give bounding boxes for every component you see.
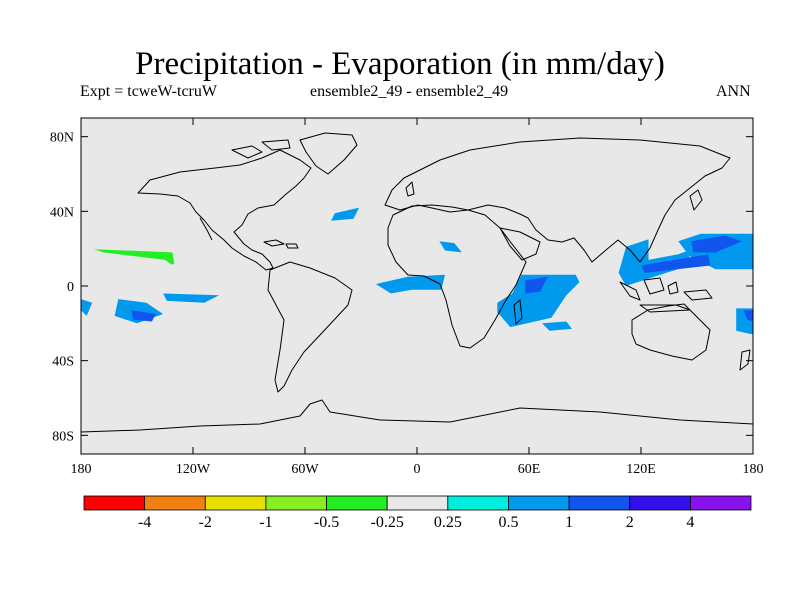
contour-region xyxy=(278,241,304,253)
contour-region xyxy=(497,274,580,328)
x-tick-label: 0 xyxy=(414,462,421,477)
y-tick-label: 40S xyxy=(52,355,74,370)
contour-region xyxy=(81,299,93,316)
contour-region xyxy=(743,310,753,322)
colorbar-label: 1 xyxy=(565,514,573,531)
colorbar-label: 0.5 xyxy=(498,514,518,531)
colorbar: -4 -2 -1 -0.5 -0.25 0.25 0.5 1 2 4 xyxy=(83,495,752,531)
contour-region xyxy=(650,235,669,262)
experiment-label: Expt = tcweW-tcruW xyxy=(80,83,217,100)
y-tick-label: 80N xyxy=(50,131,74,146)
contour-region xyxy=(342,340,358,348)
contour-region xyxy=(234,321,263,329)
chart-title: Precipitation - Evaporation (in mm/day) xyxy=(135,46,665,82)
axes: 180 120W 60W 0 60E 120E 180 80N 40N 0 40S 80S xyxy=(50,118,764,477)
colorbar-swatch xyxy=(144,495,206,511)
contour-region xyxy=(258,256,287,272)
colorbar-swatch xyxy=(689,495,752,511)
colorbar-label: 0.25 xyxy=(434,514,462,531)
contour-region xyxy=(459,284,475,300)
contour-regions xyxy=(81,207,753,348)
colorbar-label: -4 xyxy=(138,514,151,531)
contour-region xyxy=(641,254,711,273)
contour-region xyxy=(691,235,742,253)
contour-region xyxy=(183,258,266,300)
ensemble-label: ensemble2_49 - ensemble2_49 xyxy=(310,83,509,100)
colorbar-swatch xyxy=(265,495,327,511)
contour-region xyxy=(331,207,360,221)
x-tick-label: 180 xyxy=(71,462,92,477)
contour-region xyxy=(618,239,694,286)
contour-region xyxy=(670,272,716,285)
contour-region xyxy=(349,291,365,301)
colorbar-label: 2 xyxy=(626,514,634,531)
contour-region xyxy=(542,321,572,331)
colorbar-swatch xyxy=(508,495,570,511)
contour-region xyxy=(532,237,557,258)
colorbar-label: -2 xyxy=(199,514,212,531)
x-tick-label: 120E xyxy=(626,462,656,477)
contour-region xyxy=(323,218,354,230)
colorbar-swatch xyxy=(386,495,449,511)
y-tick-label: 40N xyxy=(50,205,74,220)
season-label: ANN xyxy=(716,83,751,100)
coastlines xyxy=(81,132,753,433)
contour-region xyxy=(155,235,180,249)
contour-region xyxy=(525,276,548,294)
colorbar-label: -0.25 xyxy=(371,514,404,531)
y-tick-label: 0 xyxy=(67,280,74,295)
contour-region xyxy=(439,241,462,253)
colorbar-swatch xyxy=(326,495,388,511)
contour-region xyxy=(131,310,156,322)
contour-region xyxy=(81,244,179,275)
contour-region xyxy=(163,293,220,303)
y-tick-label: 80S xyxy=(52,429,74,444)
colorbar-label: 4 xyxy=(686,514,694,531)
colorbar-swatch xyxy=(629,495,691,511)
contour-region xyxy=(263,230,285,244)
contour-region xyxy=(570,215,627,223)
x-tick-label: 120W xyxy=(176,462,211,477)
colorbar-swatch xyxy=(568,495,631,511)
colorbar-label: -0.5 xyxy=(314,514,339,531)
colorbar-label: -1 xyxy=(259,514,272,531)
contour-region xyxy=(726,280,753,290)
contour-region xyxy=(375,274,445,294)
colorbar-swatch xyxy=(204,495,267,511)
x-tick-label: 60W xyxy=(291,462,319,477)
contour-region xyxy=(627,306,640,313)
x-tick-label: 60E xyxy=(518,462,541,477)
x-tick-label: 180 xyxy=(743,462,764,477)
colorbar-swatch xyxy=(447,495,509,511)
colorbar-swatch xyxy=(83,495,146,511)
